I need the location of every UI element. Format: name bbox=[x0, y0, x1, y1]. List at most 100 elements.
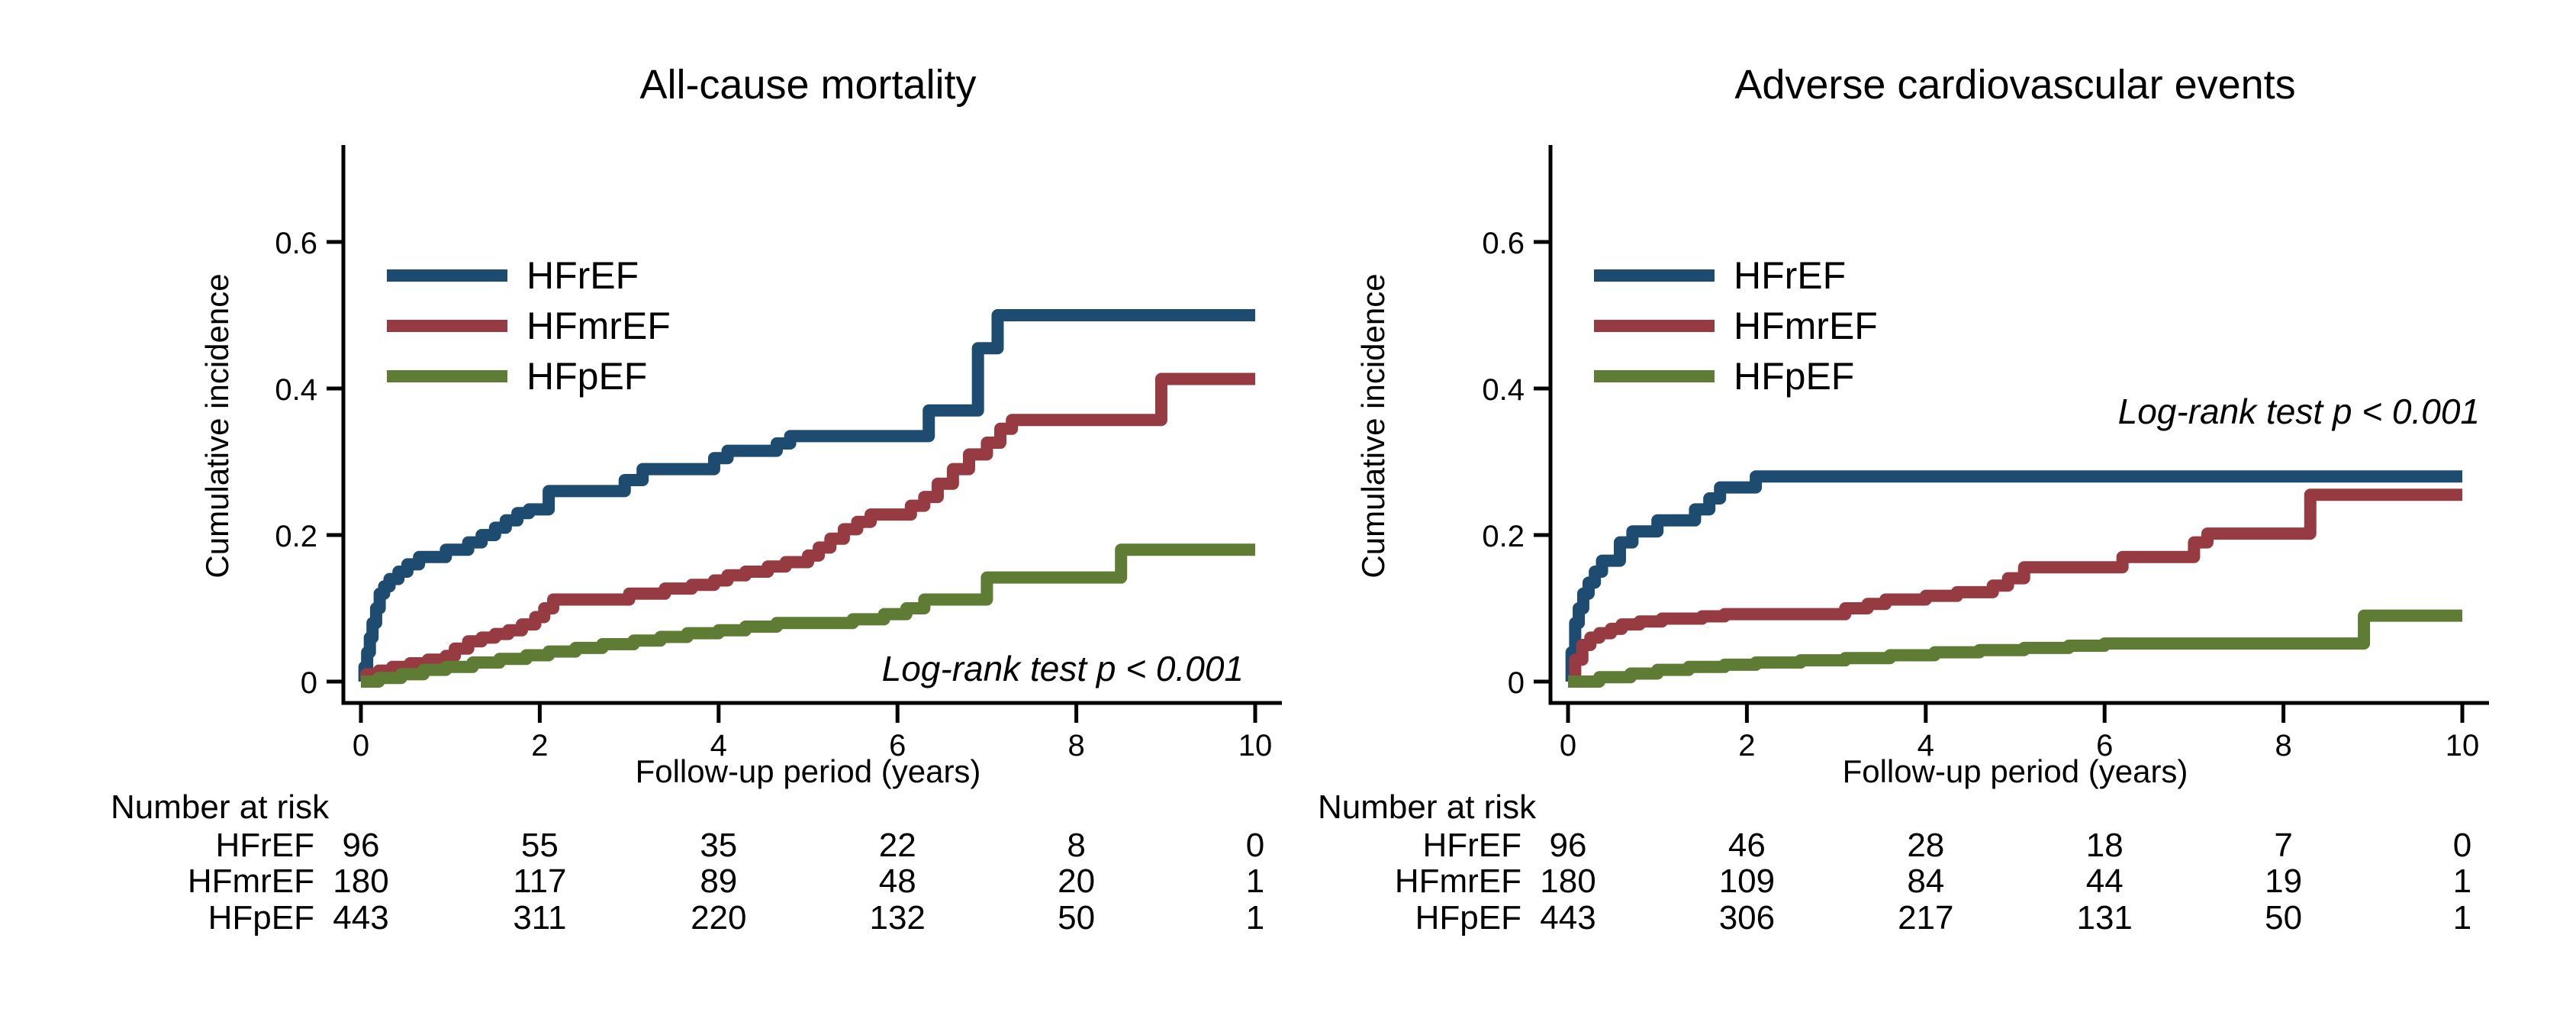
curve-HFrEF bbox=[1565, 470, 2462, 688]
risk-value-HFmrEF: 19 bbox=[2265, 862, 2302, 900]
risk-value-HFmrEF: 20 bbox=[1058, 862, 1095, 900]
risk-value-HFmrEF: 180 bbox=[333, 862, 388, 900]
risk-value-HFmrEF: 89 bbox=[700, 862, 737, 900]
risk-value-HFrEF: 28 bbox=[1907, 827, 1944, 864]
risk-value-HFmrEF: 44 bbox=[2086, 862, 2124, 900]
x-tick-label: 10 bbox=[1238, 729, 1273, 762]
risk-row-label-HFpEF: HFpEF bbox=[1415, 899, 1521, 937]
risk-value-HFrEF: 8 bbox=[1067, 827, 1085, 864]
legend-swatch-hfref bbox=[387, 269, 507, 282]
risk-value-HFrEF: 22 bbox=[879, 827, 916, 864]
risk-value-HFmrEF: 48 bbox=[879, 862, 916, 900]
risk-value-HFrEF: 35 bbox=[700, 827, 737, 864]
risk-value-HFrEF: 96 bbox=[343, 827, 380, 864]
risk-value-HFmrEF: 1 bbox=[1246, 862, 1264, 900]
curve-HFpEF bbox=[1568, 609, 2462, 688]
legend-swatch-hfmref bbox=[1594, 320, 1715, 332]
legend-item-hfpef: HFpEF bbox=[387, 351, 671, 401]
y-tick-label: 0.4 bbox=[1482, 373, 1525, 407]
y-tick-label: 0 bbox=[1508, 666, 1525, 700]
legend-label-hfref: HFrEF bbox=[1734, 254, 1847, 297]
y-axis-label-left: Cumulative incidence bbox=[199, 273, 235, 579]
legend-label-hfpef: HFpEF bbox=[526, 355, 648, 398]
y-tick-label: 0.4 bbox=[275, 373, 317, 407]
risk-value-HFrEF: 18 bbox=[2086, 827, 2124, 864]
y-tick-label: 0.6 bbox=[1482, 227, 1525, 260]
x-axis-label-right: Follow-up period (years) bbox=[1842, 753, 2188, 789]
legend-label-hfpef: HFpEF bbox=[1734, 355, 1855, 398]
log-rank-annotation-left: Log-rank test p < 0.001 bbox=[881, 649, 1244, 688]
risk-row-label-HFrEF: HFrEF bbox=[1422, 827, 1521, 864]
x-tick-label: 4 bbox=[1918, 729, 1934, 762]
y-tick-label: 0.6 bbox=[275, 227, 317, 260]
x-tick-label: 0 bbox=[1560, 729, 1576, 762]
risk-value-HFpEF: 306 bbox=[1719, 899, 1775, 937]
risk-value-HFpEF: 1 bbox=[2453, 899, 2471, 937]
risk-value-HFrEF: 96 bbox=[1550, 827, 1587, 864]
risk-value-HFmrEF: 180 bbox=[1540, 862, 1596, 900]
risk-value-HFpEF: 443 bbox=[333, 899, 388, 937]
risk-value-HFrEF: 0 bbox=[2453, 827, 2471, 864]
legend-swatch-hfpef bbox=[387, 370, 507, 382]
risk-value-HFpEF: 50 bbox=[1058, 899, 1095, 937]
x-tick-label: 0 bbox=[353, 729, 369, 762]
x-tick-label: 6 bbox=[2096, 729, 2113, 762]
legend-swatch-hfref bbox=[1594, 269, 1715, 282]
y-tick-label: 0.2 bbox=[1482, 520, 1525, 553]
panel-title-adverse-cv-events: Adverse cardiovascular events bbox=[1734, 62, 2296, 108]
legend-label-hfref: HFrEF bbox=[526, 254, 639, 297]
curve-HFrEF bbox=[358, 309, 1255, 688]
risk-row-label-HFmrEF: HFmrEF bbox=[188, 862, 314, 900]
risk-value-HFpEF: 132 bbox=[869, 899, 925, 937]
number-at-risk-header: Number at risk bbox=[1318, 788, 1537, 826]
legend-left: HFrEF HFmrEF HFpEF bbox=[387, 250, 671, 401]
panel-title-all-cause-mortality: All-cause mortality bbox=[639, 62, 977, 108]
risk-value-HFrEF: 7 bbox=[2274, 827, 2292, 864]
curve-HFmrEF bbox=[1568, 488, 2462, 688]
x-tick-label: 2 bbox=[1738, 729, 1755, 762]
risk-value-HFpEF: 443 bbox=[1540, 899, 1596, 937]
risk-value-HFpEF: 131 bbox=[2076, 899, 2132, 937]
legend-label-hfmref: HFmrEF bbox=[1734, 305, 1878, 347]
risk-value-HFmrEF: 117 bbox=[513, 862, 566, 900]
legend-swatch-hfmref bbox=[387, 320, 507, 332]
legend-item-hfref: HFrEF bbox=[1594, 250, 1878, 301]
risk-row-label-HFpEF: HFpEF bbox=[208, 899, 314, 937]
y-tick-label: 0.2 bbox=[275, 520, 317, 553]
curve-HFmrEF bbox=[360, 372, 1255, 688]
y-axis-label-right: Cumulative incidence bbox=[1355, 273, 1391, 579]
risk-value-HFrEF: 55 bbox=[521, 827, 559, 864]
legend-right: HFrEF HFmrEF HFpEF bbox=[1594, 250, 1878, 401]
risk-value-HFrEF: 46 bbox=[1728, 827, 1766, 864]
risk-value-HFpEF: 1 bbox=[1246, 899, 1264, 937]
x-tick-label: 4 bbox=[710, 729, 727, 762]
x-tick-label: 8 bbox=[1067, 729, 1084, 762]
legend-item-hfmref: HFmrEF bbox=[387, 301, 671, 351]
risk-value-HFpEF: 217 bbox=[1898, 899, 1953, 937]
log-rank-annotation-right: Log-rank test p < 0.001 bbox=[2117, 392, 2480, 431]
y-tick-label: 0 bbox=[301, 666, 317, 700]
x-tick-label: 2 bbox=[531, 729, 548, 762]
risk-value-HFpEF: 220 bbox=[691, 899, 746, 937]
risk-row-label-HFrEF: HFrEF bbox=[215, 827, 314, 864]
curve-HFpEF bbox=[361, 543, 1255, 688]
risk-value-HFrEF: 0 bbox=[1246, 827, 1264, 864]
x-axis-label-left: Follow-up period (years) bbox=[635, 753, 981, 789]
x-tick-label: 8 bbox=[2275, 729, 2291, 762]
risk-value-HFmrEF: 1 bbox=[2453, 862, 2471, 900]
legend-swatch-hfpef bbox=[1594, 370, 1715, 382]
risk-row-label-HFmrEF: HFmrEF bbox=[1395, 862, 1521, 900]
risk-value-HFmrEF: 84 bbox=[1907, 862, 1944, 900]
risk-value-HFpEF: 311 bbox=[513, 899, 566, 937]
x-tick-label: 10 bbox=[2446, 729, 2480, 762]
number-at-risk-header: Number at risk bbox=[111, 788, 330, 826]
legend-item-hfpef: HFpEF bbox=[1594, 351, 1878, 401]
risk-value-HFmrEF: 109 bbox=[1719, 862, 1775, 900]
x-tick-label: 6 bbox=[889, 729, 906, 762]
legend-label-hfmref: HFmrEF bbox=[526, 305, 671, 347]
risk-value-HFpEF: 50 bbox=[2265, 899, 2302, 937]
legend-item-hfref: HFrEF bbox=[387, 250, 671, 301]
legend-item-hfmref: HFmrEF bbox=[1594, 301, 1878, 351]
